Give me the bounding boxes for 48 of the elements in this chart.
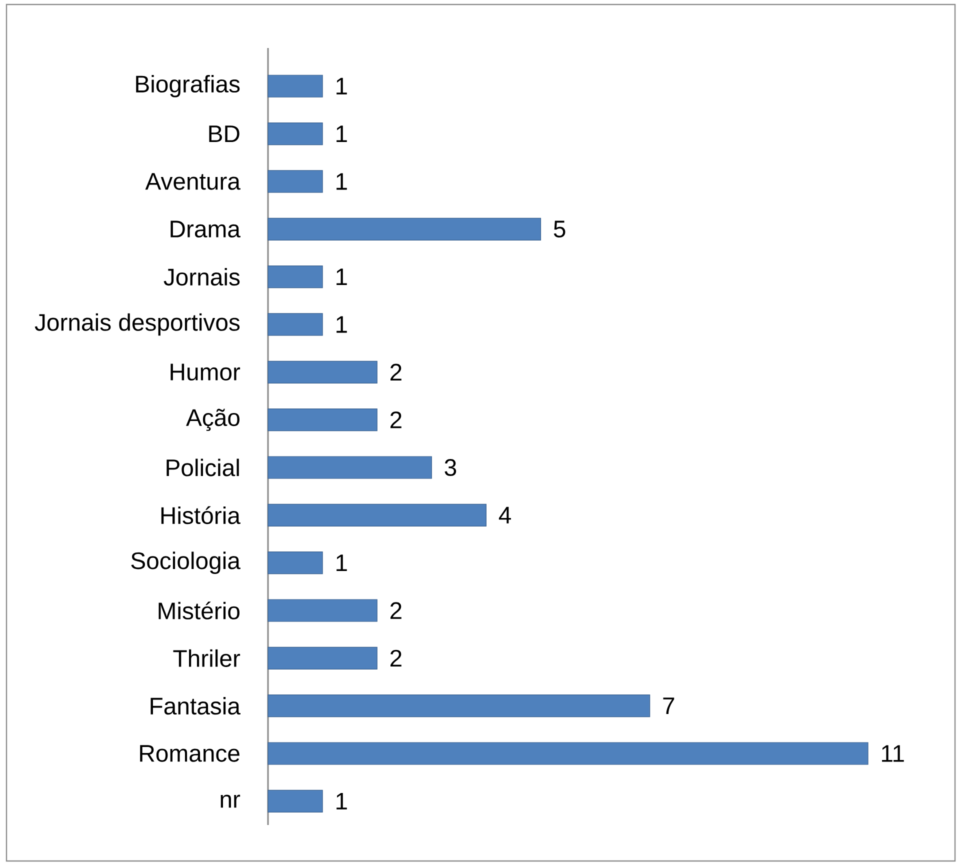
- bar: [268, 408, 378, 432]
- data-label: 5: [554, 220, 566, 238]
- y-tick-label: Romance: [140, 745, 240, 762]
- bar: [268, 360, 378, 384]
- bar: [268, 599, 378, 622]
- data-label: 1: [336, 126, 347, 142]
- y-tick-label: Sociologia: [131, 552, 240, 574]
- bar: [268, 456, 432, 479]
- y-tick-label: Ação: [186, 408, 240, 431]
- y-tick-label: nr: [220, 794, 240, 808]
- data-label: 2: [390, 650, 402, 667]
- data-label: 2: [390, 602, 402, 619]
- y-tick-label: Biografias: [136, 74, 240, 98]
- bar: [268, 552, 323, 574]
- y-tick-label: Fantasia: [150, 697, 240, 715]
- data-label: 1: [336, 316, 347, 333]
- bar: [268, 74, 323, 98]
- y-tick-label: Drama: [170, 220, 240, 238]
- bar: [268, 170, 323, 193]
- data-label: 11: [882, 745, 904, 762]
- data-label: 3: [444, 459, 456, 476]
- y-tick-label: Aventura: [145, 173, 240, 190]
- bar: [268, 504, 486, 526]
- bar: [268, 646, 378, 670]
- data-label: 2: [390, 364, 402, 380]
- y-tick-label: Mistério: [158, 602, 240, 620]
- y-tick-label: Thriler: [173, 649, 240, 667]
- data-label: 1: [336, 268, 347, 286]
- y-tick-label: História: [161, 506, 240, 524]
- bar: [268, 694, 650, 718]
- data-label: 1: [336, 554, 347, 572]
- bar: [268, 742, 868, 765]
- y-tick-label: Jornais: [164, 268, 240, 286]
- y-tick-label: BD: [209, 126, 240, 142]
- y-tick-label: Policial: [166, 458, 239, 476]
- y-tick-label: Jornais desportivos: [34, 313, 240, 336]
- data-label: 4: [498, 506, 511, 524]
- bar: [268, 218, 542, 240]
- y-tick-label: Humor: [170, 364, 240, 380]
- bar: [268, 266, 323, 288]
- bar: [268, 122, 323, 146]
- bar: [268, 790, 323, 812]
- data-label: 1: [336, 792, 347, 810]
- data-label: 1: [336, 173, 347, 190]
- data-label: 2: [390, 411, 402, 428]
- data-label: 7: [663, 698, 674, 714]
- data-label: 1: [336, 78, 347, 94]
- bar: [268, 313, 323, 336]
